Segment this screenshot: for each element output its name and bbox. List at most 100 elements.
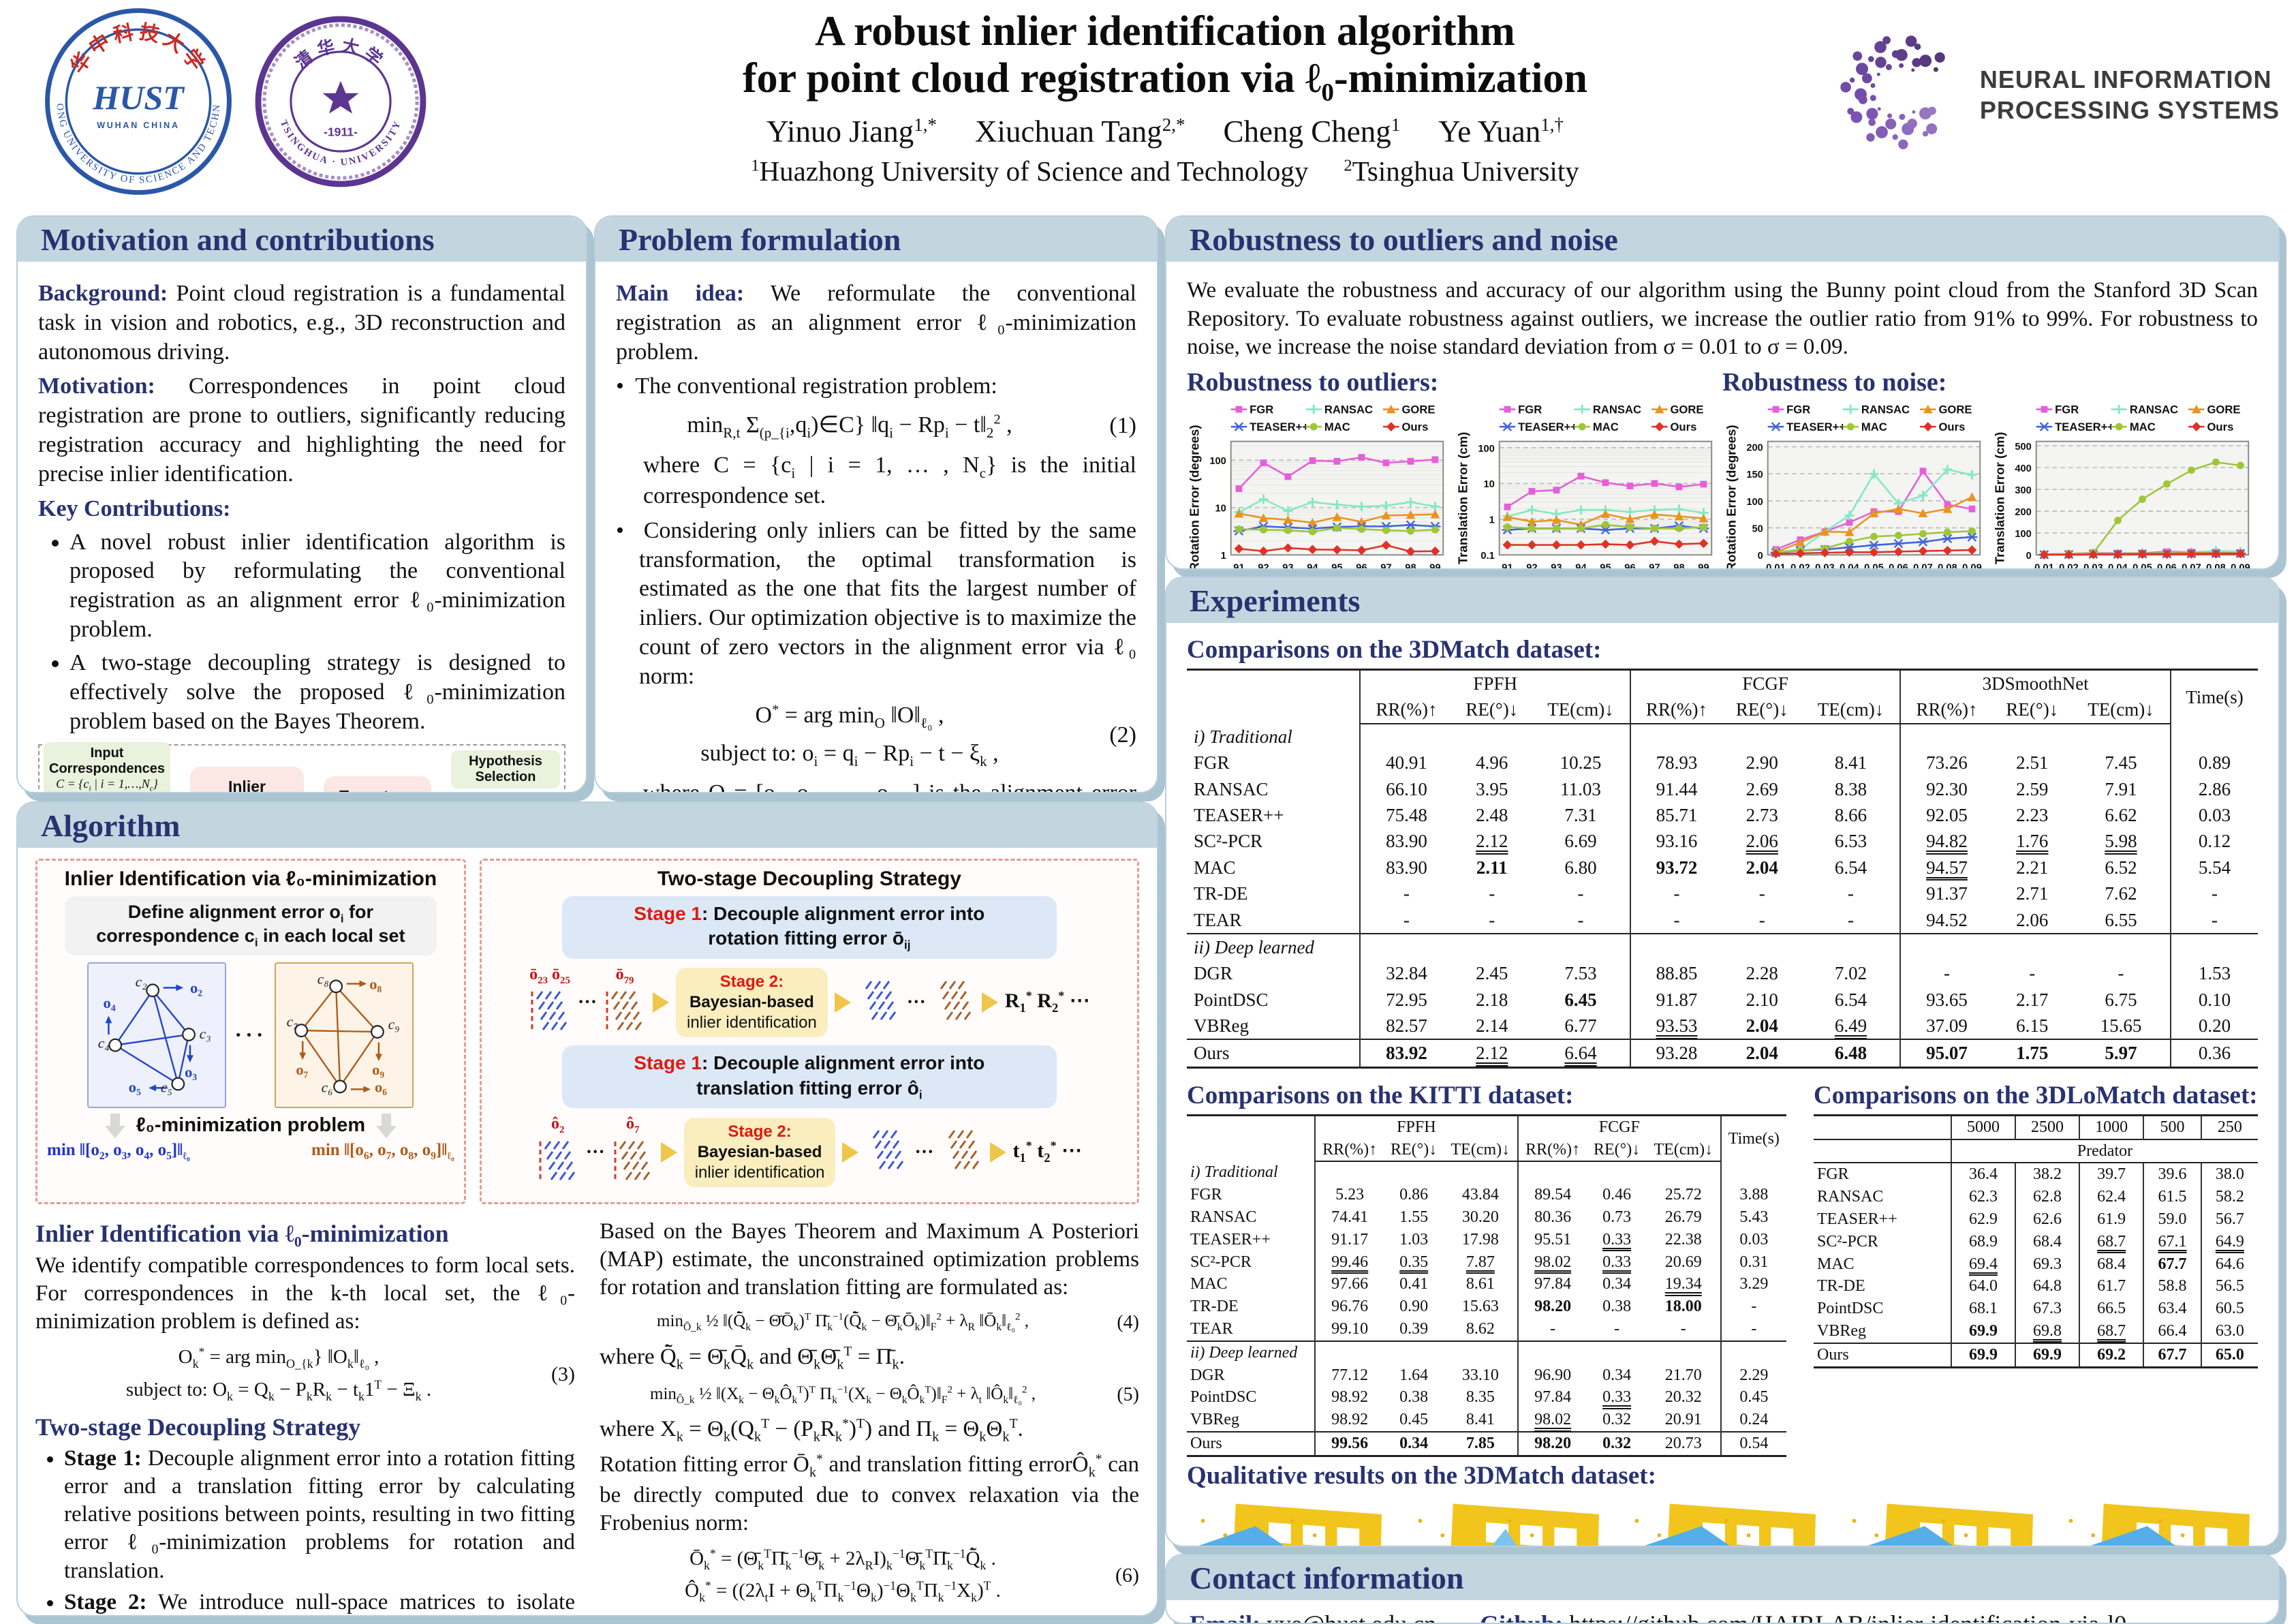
two-stage-list: Stage 1: Decouple alignment error into a… (35, 1445, 575, 1615)
table-cell: 7.31 (1564, 804, 1597, 825)
table-cell: 98.02 (1517, 1409, 1587, 1433)
frobenius-note: Rotation fitting error Ōk* and translati… (600, 1451, 1139, 1535)
table-cell: 21.70 (1664, 1366, 1702, 1384)
stage1-translation-box: Stage 1: Decouple alignment error into t… (561, 1045, 1057, 1108)
table-cell: 6.62 (2105, 804, 2137, 825)
table-cell: 0.41 (1399, 1275, 1429, 1293)
error-marks-icon (948, 1130, 979, 1170)
table-cell: 1.03 (1399, 1230, 1429, 1248)
table-row: PointDSC 98.92 0.38 8.35 97.84 0.33 20.32 0.45 (1187, 1386, 1786, 1409)
caption-3dmatch: Comparisons on the 3DMatch dataset: (1187, 636, 1602, 664)
table-cell: 2.14 (1476, 1015, 1508, 1037)
section-title-experiments: Experiments (1166, 578, 2278, 623)
table-cell: 83.90 (1359, 854, 1453, 881)
qualitative-figure: (a) Input (1187, 1495, 1390, 1546)
table-cell: 96.90 (1517, 1364, 1587, 1387)
svg-text:93: 93 (1551, 562, 1562, 570)
error-marks-icon (873, 1130, 904, 1170)
table-cell: 22.38 (1664, 1230, 1702, 1248)
caption-kitti: Comparisons on the KITTI dataset: (1187, 1081, 1574, 1109)
table-cell: - (1758, 909, 1765, 930)
svg-text:100: 100 (1209, 456, 1226, 467)
table-row: TEASER++ 91.17 1.03 17.98 95.51 0.33 22.38 0.03 (1187, 1228, 1786, 1251)
svg-text:200: 200 (2015, 507, 2032, 518)
table-cell: 0.35 (1399, 1253, 1429, 1271)
svg-text:Rotation Error (degrees): Rotation Error (degrees) (1724, 425, 1739, 570)
neurips-logo: NEURAL INFORMATION PROCESSING SYSTEMS (1830, 10, 2280, 180)
email-link[interactable]: yye@hust.edu.cn (1267, 1610, 1437, 1624)
svg-text:RANSAC: RANSAC (1861, 403, 1910, 416)
table-cell: 0.38 (1399, 1388, 1429, 1407)
svg-text:92: 92 (1526, 562, 1537, 570)
table-cell: 68.7 (2079, 1320, 2144, 1343)
table-cell: 66.5 (2079, 1298, 2144, 1321)
table-cell: 60.5 (2200, 1298, 2258, 1321)
svg-text:0.07: 0.07 (1913, 562, 1933, 570)
svg-text:GORE: GORE (1401, 403, 1435, 416)
svg-text:Ours: Ours (1670, 420, 1696, 433)
table-cell: 2.21 (2016, 857, 2049, 878)
author: Yinuo Jiang1,* (766, 114, 937, 149)
svg-text:TEASER++: TEASER++ (2055, 420, 2114, 433)
svg-text:96: 96 (1624, 562, 1635, 570)
svg-text:FGR: FGR (1518, 403, 1542, 416)
bullet-1: • The conventional registration problem: (616, 373, 997, 399)
table-cell: - (1899, 960, 1993, 987)
table-cell: 91.17 (1314, 1228, 1384, 1251)
table-cell: 2.28 (1746, 963, 1778, 984)
poster-title-line2: for point cloud registration via ℓ₀-mini… (743, 55, 1587, 102)
table-cell: 3.88 (1720, 1184, 1786, 1207)
svg-text:10: 10 (1215, 503, 1226, 514)
table-cell: 2.06 (1746, 831, 1778, 852)
table-cell: 0.24 (1720, 1409, 1786, 1433)
table-cell: - (1517, 1318, 1587, 1341)
table-cell: 77.12 (1314, 1364, 1384, 1387)
svg-text:98: 98 (1673, 562, 1684, 570)
robustness-intro: We evaluate the robustness and accuracy … (1187, 278, 2258, 360)
main-idea-paragraph: Main idea: We reformulate the convention… (616, 281, 1136, 365)
qualitative-figure: (c) SC²-PCR (1621, 1495, 1824, 1546)
github-link[interactable]: https://github.com/HAIRLAB/inlier-identi… (1569, 1610, 2127, 1624)
table-cell: 0.33 (1602, 1388, 1632, 1407)
table-cell: 25.72 (1664, 1186, 1702, 1204)
table-cell: 98.92 (1314, 1409, 1384, 1433)
table-cell: 80.36 (1517, 1206, 1587, 1229)
table-cell: 8.38 (1834, 778, 1867, 799)
svg-text:c₄: c₄ (98, 1035, 110, 1051)
table-cell: 67.3 (2014, 1298, 2080, 1321)
bullet-2: • Considering only inliers can be fitted… (616, 517, 1136, 689)
table-cell: - (2169, 906, 2258, 934)
table-cell: 2.73 (1746, 804, 1778, 825)
qualitative-results: (a) Input (b) MAC (c) SC²-PCR (d) Ours (e) G… (1187, 1495, 2258, 1546)
table-cell: - (1758, 883, 1765, 904)
table-cell: 58.8 (2143, 1275, 2201, 1298)
table-cell: 2.69 (1746, 778, 1778, 799)
table-cell: 68.9 (1950, 1230, 2015, 1253)
table-row: FGR 40.91 4.96 10.25 78.93 2.90 8.41 73.26 2.51 7… (1187, 750, 2258, 776)
table-cell: 94.57 (1899, 854, 1993, 881)
chart-translation-error-noise: 0 100 200 300 400 500 0.01 0.02 0.03 0.04 0.05 0.06… (1992, 399, 2258, 568)
chart-rotation-error-outliers: 110100919293949596979899Outlier Ratio (%… (1187, 399, 1453, 568)
table-row: VBReg 69.9 69.8 68.7 66.4 63.0 (1814, 1320, 2258, 1343)
table-cell: 83.92 (1359, 1039, 1453, 1068)
table-row: TEAR 99.10 0.39 8.62- - - - (1187, 1318, 1786, 1341)
table-cell: - (1359, 880, 1453, 907)
table-cell: 69.3 (2014, 1253, 2080, 1276)
poster-title-block: A robust inlier identification algorithm… (491, 8, 1840, 187)
svg-text:GORE: GORE (2207, 403, 2240, 416)
table-cell: 1.53 (2169, 960, 2258, 987)
svg-text:FGR: FGR (2055, 403, 2079, 416)
table-cell: 38.2 (2014, 1163, 2080, 1186)
svg-text:c₂: c₂ (136, 973, 147, 990)
table-cell: 6.49 (1834, 1015, 1867, 1037)
table-row: TEASER++ 75.48 2.48 7.31 85.71 2.73 8.66 92.05 2… (1187, 801, 2258, 829)
panel-algorithm: Algorithm Inlier Identification via ℓ₀-m… (16, 801, 1158, 1617)
results-table: FPFH FCGF Time(s) RR(%)↑ RE(°)↓ TE(cm)↓ RR(%)↑… (1187, 1114, 1786, 1457)
svg-text:50: 50 (1752, 523, 1763, 534)
table-cell: 1.75 (1992, 1039, 2073, 1068)
contributions-label: Key Contributions: (38, 495, 231, 521)
table-cell: 95.51 (1517, 1228, 1587, 1251)
algorithm-diagram: Inlier Identification via ℓ₀-minimizatio… (35, 859, 1139, 1204)
table-cell: 6.48 (1801, 1039, 1901, 1068)
section-title-contact: Contact information (1166, 1555, 2278, 1600)
